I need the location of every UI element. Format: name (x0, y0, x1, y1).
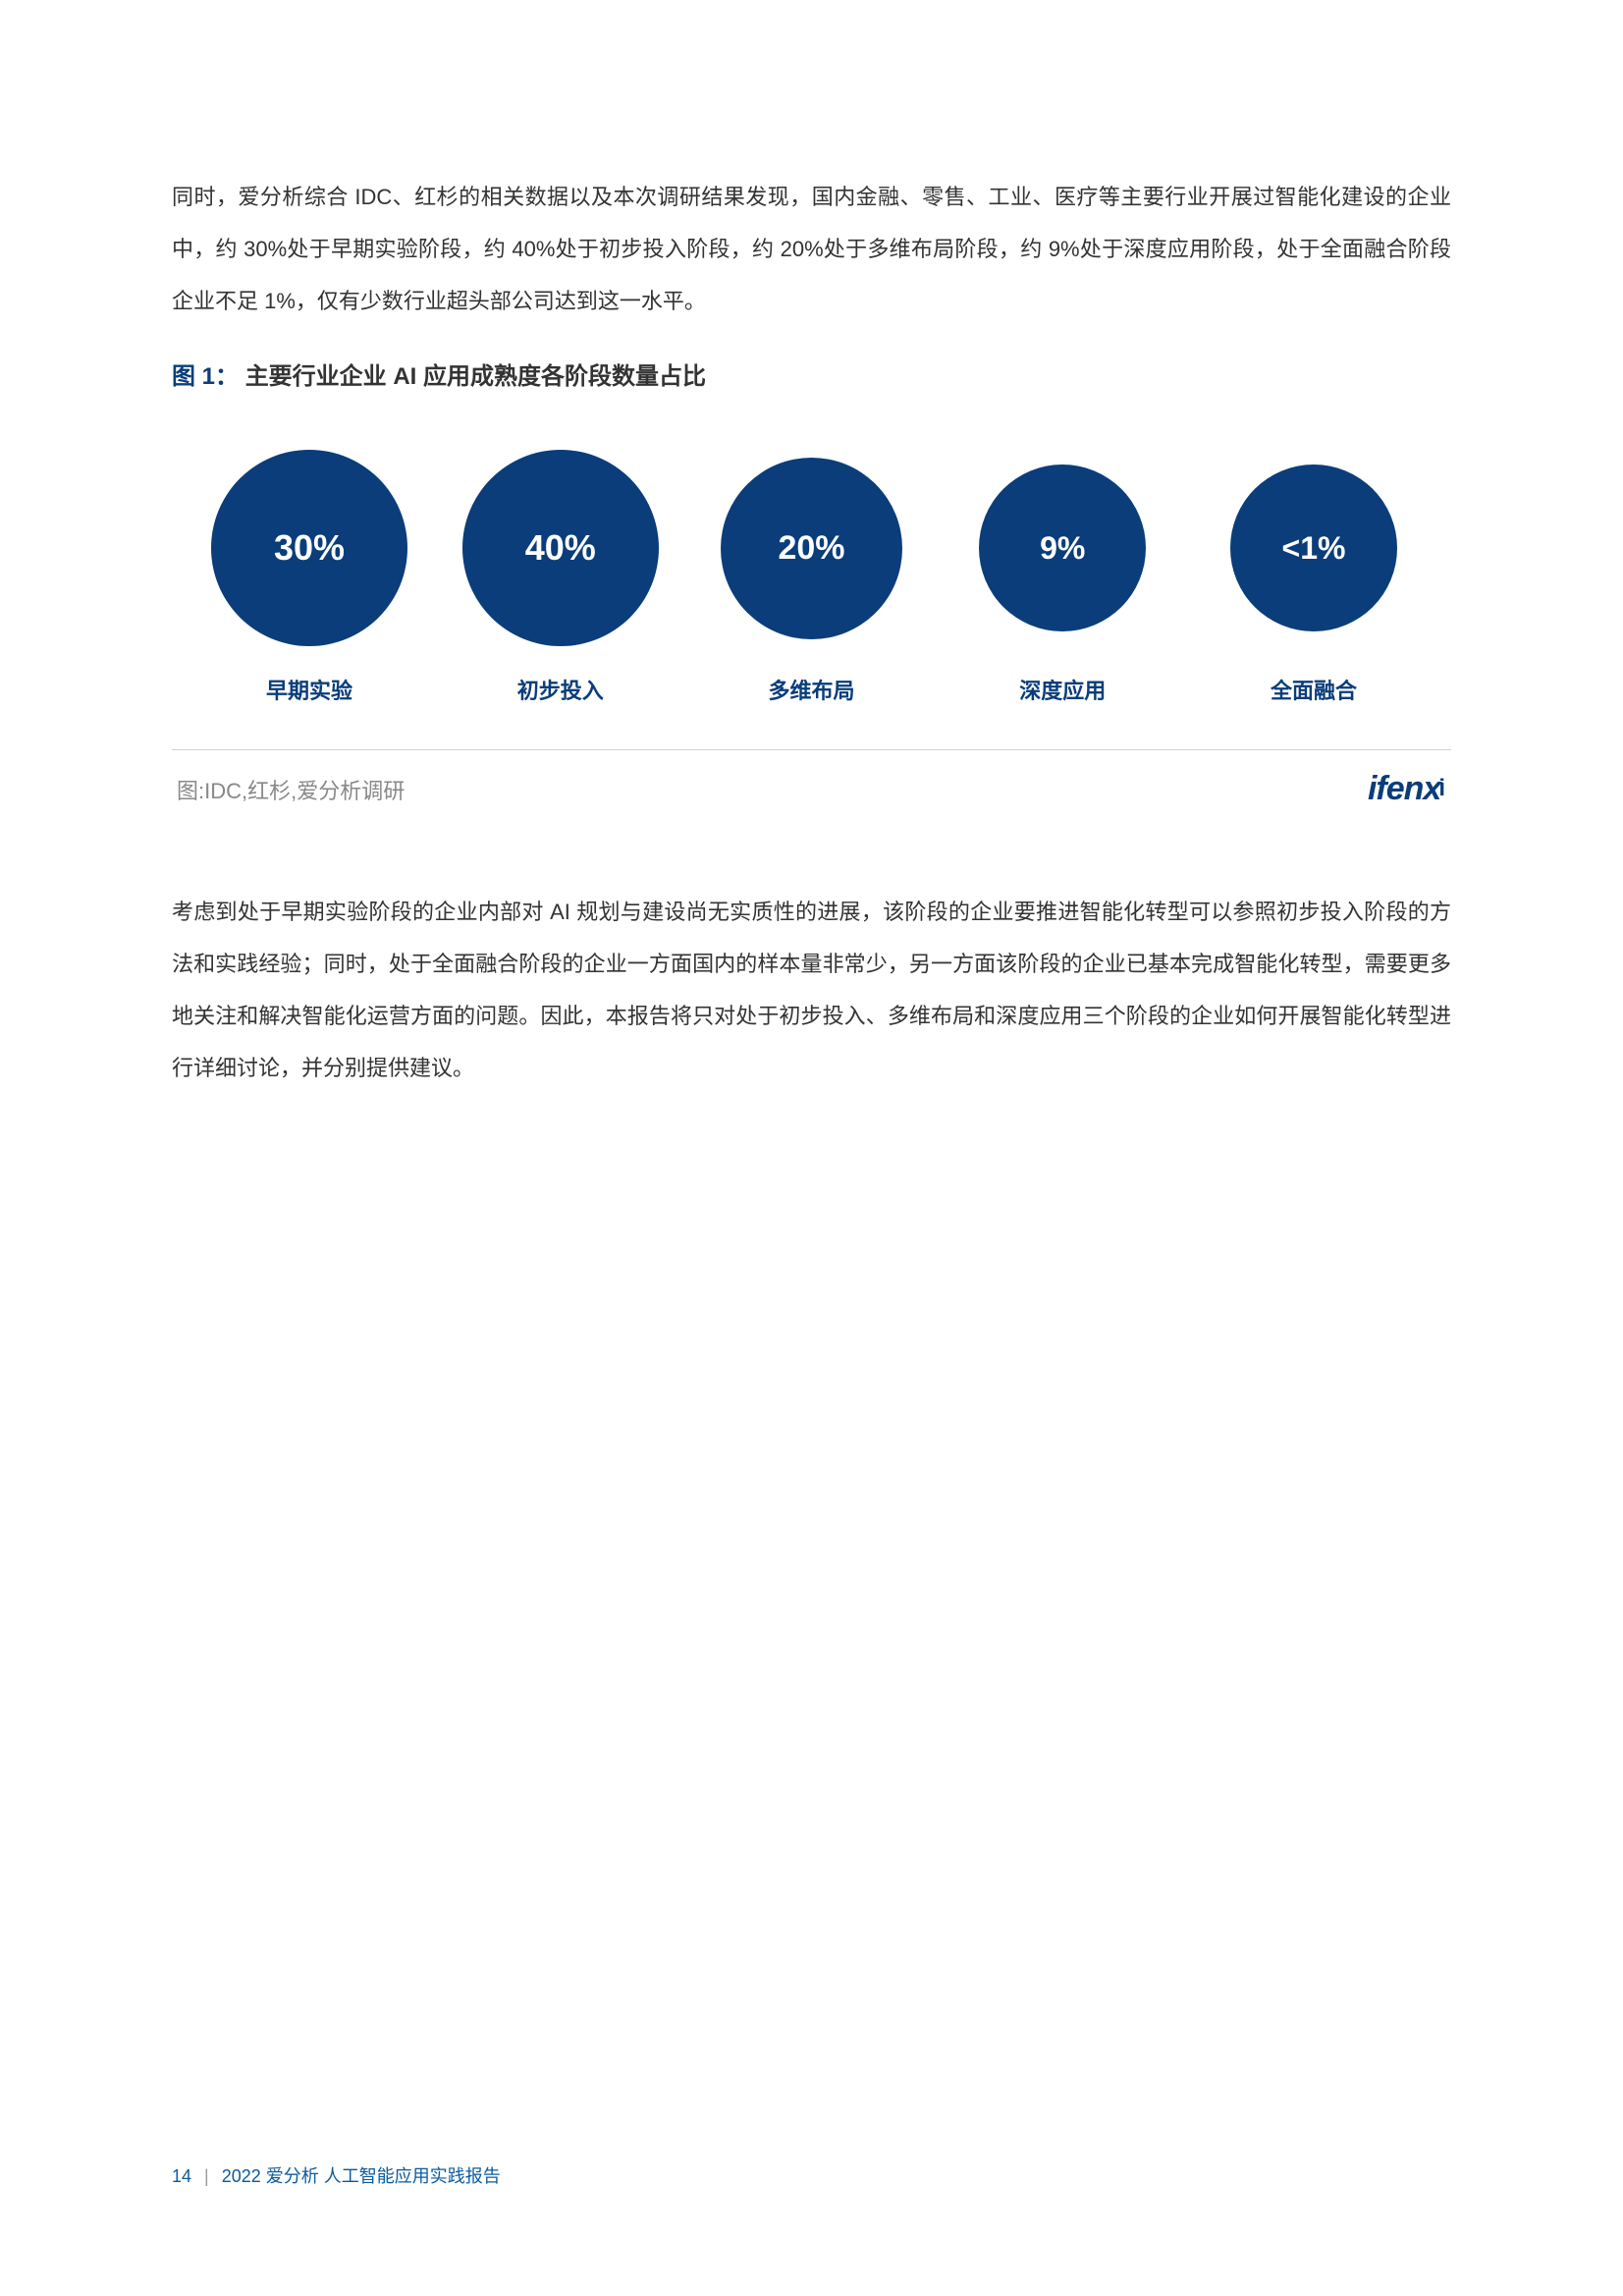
paragraph-2: 考虑到处于早期实验阶段的企业内部对 AI 规划与建设尚无实质性的进展，该阶段的企… (172, 887, 1451, 1094)
chart-divider (172, 749, 1451, 750)
circle-label: 多维布局 (768, 674, 854, 705)
circle-item-4: <1% 全面融合 (1206, 450, 1422, 705)
logo-accent: i (1438, 775, 1444, 801)
figure-title: 图 1： 主要行业企业 AI 应用成熟度各阶段数量占比 (172, 356, 1451, 391)
logo-text: ifenx (1368, 770, 1440, 807)
circle-item-0: 30% 早期实验 (201, 450, 417, 705)
maturity-circle: <1% (1230, 465, 1397, 631)
maturity-circle: 9% (979, 465, 1146, 631)
circle-item-1: 40% 初步投入 (453, 450, 669, 705)
circle-label: 全面融合 (1271, 674, 1357, 705)
footer-separator: | (204, 2166, 209, 2186)
page-number: 14 (172, 2166, 191, 2186)
maturity-circle: 30% (211, 450, 407, 646)
ifenxi-logo: ifenxi (1368, 770, 1446, 808)
circle-item-2: 20% 多维布局 (704, 450, 920, 705)
page-footer: 14 | 2022 爱分析 人工智能应用实践报告 (172, 2162, 501, 2188)
maturity-circles-chart: 30% 早期实验 40% 初步投入 20% 多维布局 9% 深度应用 <1% 全面融合 图:IDC… (172, 430, 1451, 867)
paragraph-1: 同时，爱分析综合 IDC、红杉的相关数据以及本次调研结果发现，国内金融、零售、工… (172, 172, 1451, 327)
circle-item-3: 9% 深度应用 (954, 450, 1170, 705)
circle-label: 初步投入 (517, 674, 604, 705)
footer-title: 2022 爱分析 人工智能应用实践报告 (222, 2166, 501, 2186)
circle-label: 深度应用 (1019, 674, 1106, 705)
maturity-circle: 40% (462, 450, 659, 646)
maturity-circle: 20% (721, 458, 902, 639)
chart-source: 图:IDC,红杉,爱分析调研 (177, 774, 405, 805)
figure-label: 主要行业企业 AI 应用成熟度各阶段数量占比 (245, 363, 706, 390)
figure-prefix: 图 1： (172, 363, 239, 390)
circle-label: 早期实验 (266, 674, 352, 705)
